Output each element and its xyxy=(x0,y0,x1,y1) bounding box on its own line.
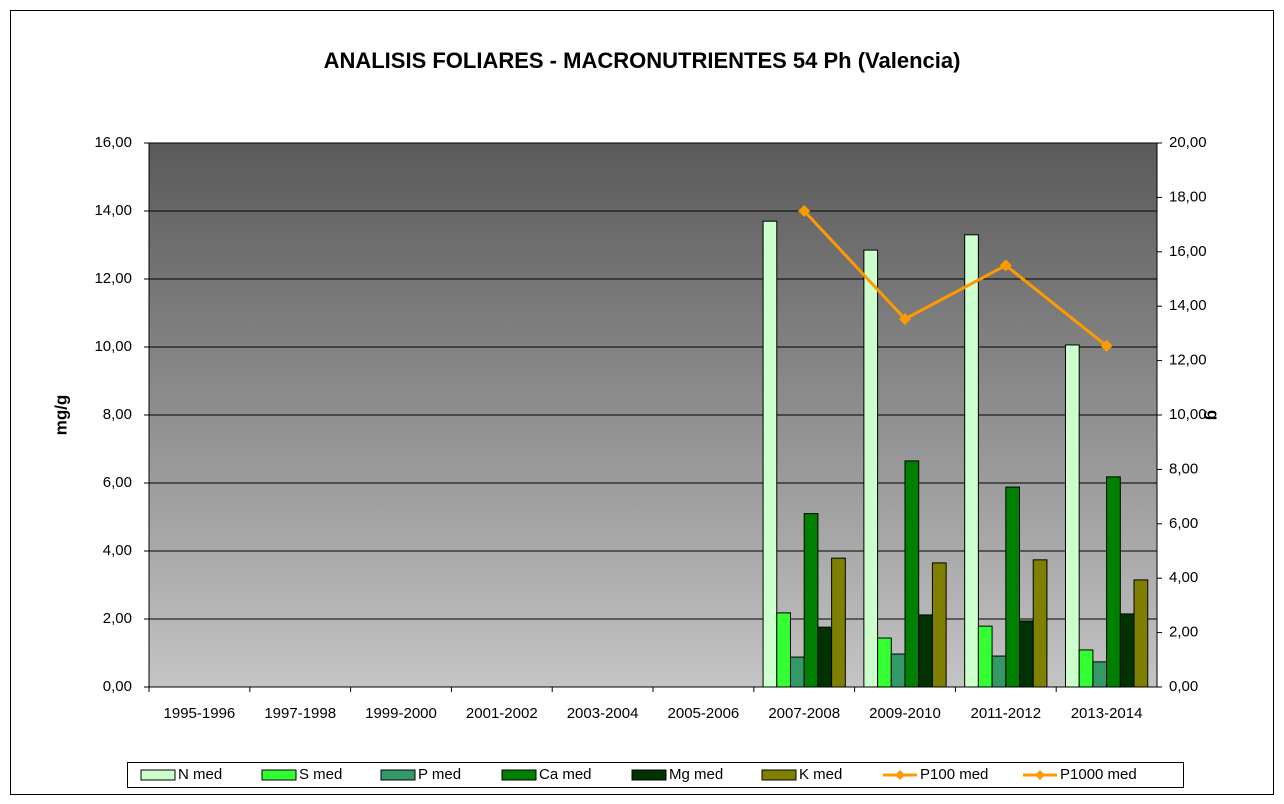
marker xyxy=(999,259,1012,272)
bar xyxy=(964,234,979,688)
bar xyxy=(831,557,846,688)
x-tick-label: 2001-2002 xyxy=(466,705,538,722)
y2-tick-label: 4,00 xyxy=(1169,569,1198,586)
y-tick-label: 12,00 xyxy=(94,270,132,287)
x-tick-label: 2005-2006 xyxy=(668,705,740,722)
y2-tick-label: 18,00 xyxy=(1169,188,1207,205)
legend-label: P100 med xyxy=(920,766,988,783)
y2-tick-label: 8,00 xyxy=(1169,460,1198,477)
legend-label: P1000 med xyxy=(1060,766,1137,783)
y2-tick-label: 2,00 xyxy=(1169,624,1198,641)
y-tick-label: 10,00 xyxy=(94,338,132,355)
line xyxy=(803,209,1108,348)
bar xyxy=(1005,486,1021,688)
bar xyxy=(803,513,819,688)
x-tick-label: 2003-2004 xyxy=(567,705,639,722)
legend-label: K med xyxy=(799,766,842,783)
legend-swatch xyxy=(261,769,297,781)
bar xyxy=(931,562,947,688)
bar xyxy=(991,655,1007,688)
legend-swatch xyxy=(761,769,797,781)
bar xyxy=(1032,559,1048,688)
y-tick-label: 2,00 xyxy=(103,610,132,627)
y2-tick-label: 14,00 xyxy=(1169,297,1207,314)
x-tick-label: 1997-1998 xyxy=(264,705,336,722)
y-tick-label: 6,00 xyxy=(103,474,132,491)
legend-swatch xyxy=(380,769,416,781)
bar xyxy=(1064,344,1080,688)
bar xyxy=(1119,613,1135,688)
y2-tick-label: 12,00 xyxy=(1169,352,1207,369)
legend-marker xyxy=(895,770,905,780)
legend-marker xyxy=(1035,770,1045,780)
y-tick-label: 4,00 xyxy=(103,542,132,559)
y-axis-title: mg/g xyxy=(51,395,70,436)
y2-tick-label: 16,00 xyxy=(1169,243,1207,260)
y2-axis-title: g xyxy=(1204,410,1223,420)
legend-label: Mg med xyxy=(669,766,723,783)
bar xyxy=(977,625,993,688)
legend-swatch xyxy=(140,769,176,781)
bar xyxy=(789,656,805,688)
bar xyxy=(877,637,892,688)
y-tick-label: 0,00 xyxy=(103,678,132,695)
x-tick-label: 2009-2010 xyxy=(869,705,941,722)
x-tick-label: 2011-2012 xyxy=(970,705,1041,722)
bar xyxy=(904,460,920,688)
legend-swatch xyxy=(501,769,537,781)
y2-tick-label: 0,00 xyxy=(1169,678,1198,695)
bar xyxy=(817,626,833,688)
y2-tick-label: 20,00 xyxy=(1169,134,1207,151)
legend-swatch xyxy=(631,769,667,781)
bar xyxy=(918,614,933,688)
y2-tick-label: 10,00 xyxy=(1169,406,1207,423)
x-tick-label: 2013-2014 xyxy=(1071,705,1143,722)
x-tick-label: 1995-1996 xyxy=(164,705,236,722)
legend-label: P med xyxy=(418,766,461,783)
bar xyxy=(1106,476,1121,688)
marker xyxy=(1100,339,1113,352)
legend-label: N med xyxy=(178,766,222,783)
bar xyxy=(1092,661,1108,688)
marker xyxy=(899,312,911,325)
bar xyxy=(1019,620,1034,688)
y-tick-label: 14,00 xyxy=(94,202,132,219)
x-tick-label: 1999-2000 xyxy=(365,705,437,722)
legend-label: S med xyxy=(299,766,342,783)
bar xyxy=(890,653,906,688)
y-tick-label: 16,00 xyxy=(94,134,132,151)
marker xyxy=(798,205,811,217)
bar xyxy=(1078,649,1094,688)
chart-title: ANALISIS FOLIARES - MACRONUTRIENTES 54 P… xyxy=(324,48,961,73)
y-tick-label: 8,00 xyxy=(103,406,132,423)
bar xyxy=(1133,579,1149,688)
y2-tick-label: 6,00 xyxy=(1169,515,1198,532)
bar xyxy=(863,249,879,688)
x-tick-label: 2007-2008 xyxy=(768,705,840,722)
legend-label: Ca med xyxy=(539,766,592,783)
bar xyxy=(762,220,778,688)
bar xyxy=(776,612,791,688)
